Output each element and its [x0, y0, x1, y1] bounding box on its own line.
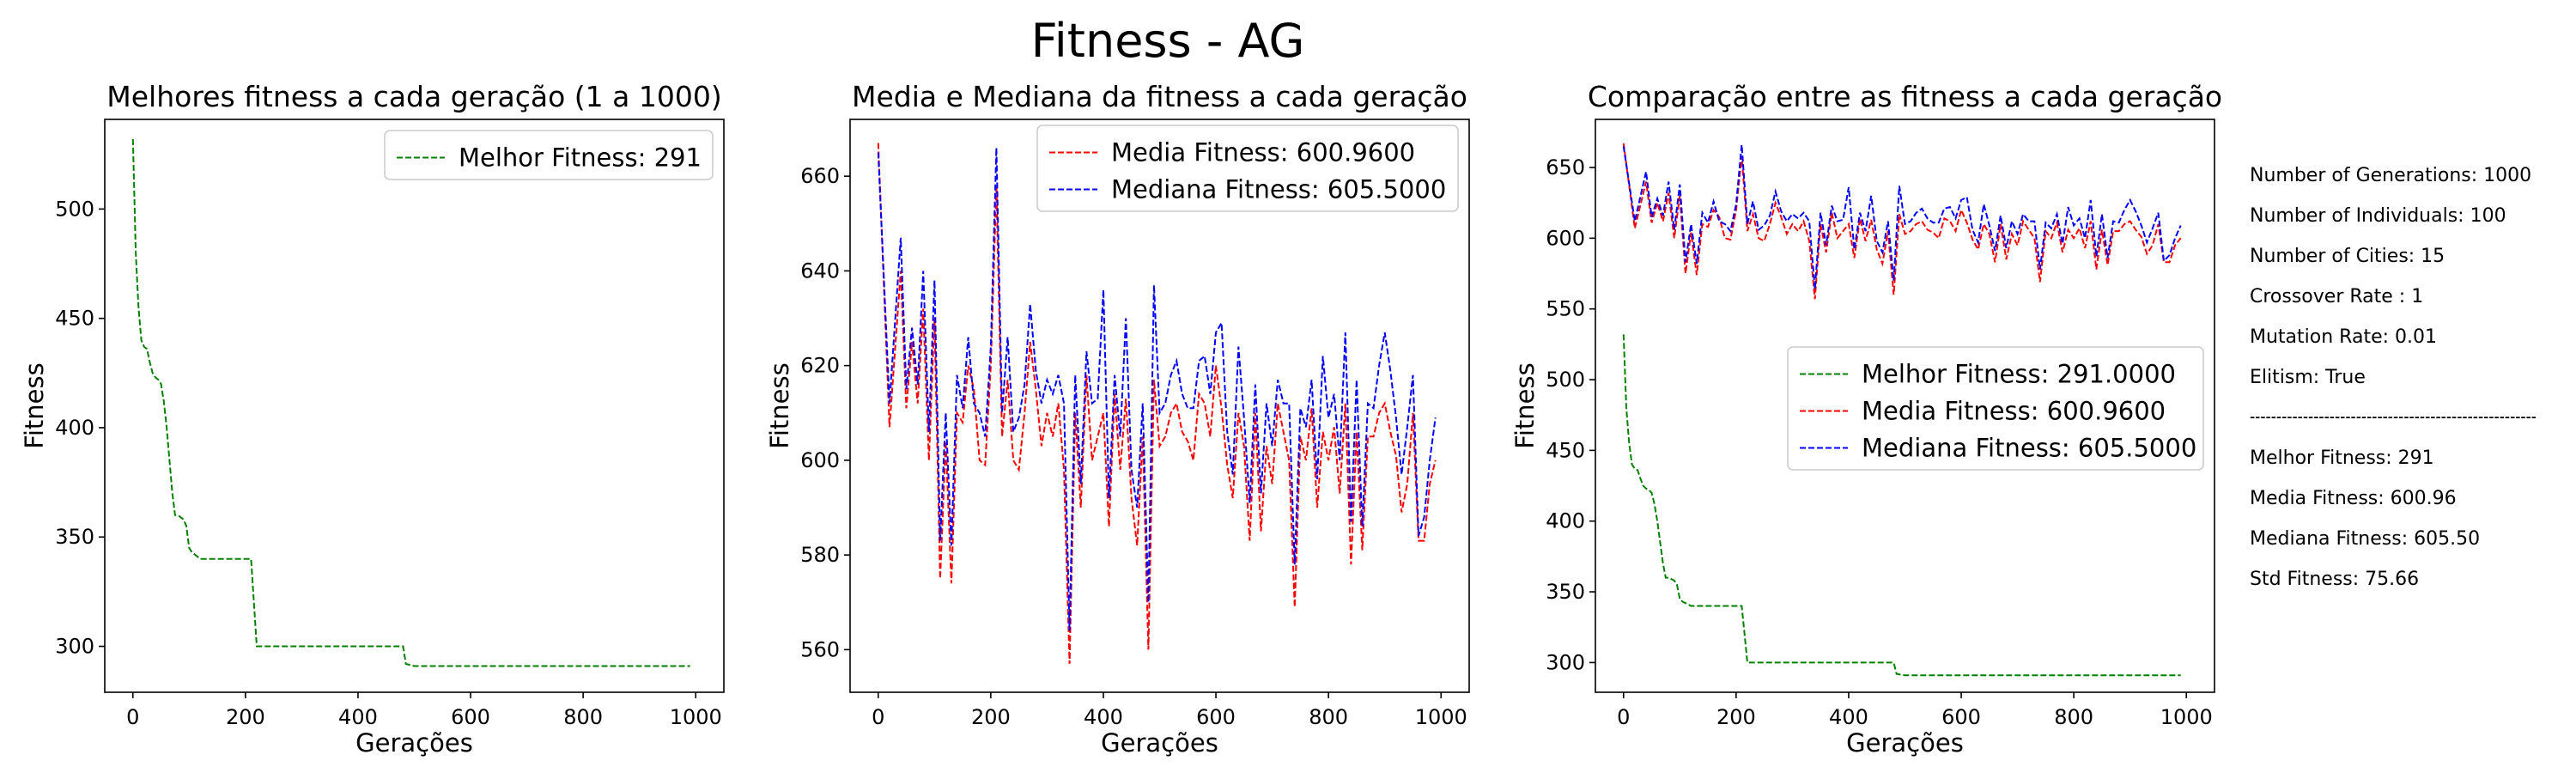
- y-tick-label: 600: [1546, 226, 1585, 250]
- x-tick-label: 800: [1309, 705, 1348, 729]
- x-tick-label: 1000: [670, 705, 722, 729]
- y-tick-label: 620: [800, 354, 840, 378]
- legend-entry: Melhor Fitness: 291.0000: [1862, 360, 2176, 389]
- y-tick-label: 300: [1546, 650, 1585, 674]
- x-tick-label: 200: [971, 705, 1011, 729]
- x-tick-label: 1000: [1415, 705, 1467, 729]
- y-axis-label: Fitness: [20, 362, 49, 448]
- y-tick-label: 300: [55, 635, 94, 659]
- subplot-1: Melhores fitness a cada geração (1 a 100…: [20, 80, 725, 758]
- x-axis-label: Gerações: [1101, 728, 1218, 758]
- y-tick-label: 400: [1546, 509, 1585, 533]
- subplot-title: Media e Mediana da fitness a cada geraçã…: [852, 80, 1467, 113]
- info-param: Mutation Rate: 0.01: [2250, 326, 2437, 348]
- y-tick-label: 560: [800, 637, 840, 661]
- subplot-2: Media e Mediana da fitness a cada geraçã…: [765, 80, 1470, 758]
- y-tick-label: 660: [800, 164, 840, 188]
- info-param: Number of Individuals: 100: [2250, 205, 2506, 227]
- y-tick-label: 640: [800, 259, 840, 283]
- legend-entry: Mediana Fitness: 605.5000: [1111, 175, 1446, 204]
- info-stat: Media Fitness: 600.96: [2250, 488, 2457, 509]
- subplot-title: Melhores fitness a cada geração (1 a 100…: [106, 80, 721, 113]
- y-tick-label: 400: [55, 416, 94, 440]
- x-tick-label: 800: [2054, 705, 2093, 729]
- info-param: Crossover Rate : 1: [2250, 286, 2423, 307]
- x-tick-label: 1000: [2160, 705, 2213, 729]
- y-tick-label: 450: [1546, 438, 1585, 462]
- x-tick-label: 400: [1084, 705, 1123, 729]
- info-stat: Melhor Fitness: 291: [2250, 447, 2434, 469]
- legend-box: [1036, 125, 1459, 212]
- axes-frame: [104, 119, 725, 693]
- x-axis-label: Gerações: [355, 728, 473, 758]
- parameters-panel: Number of Generations: 1000 Number of Ind…: [2250, 165, 2537, 590]
- axes-frame: [849, 119, 1470, 693]
- info-param: Elitism: True: [2250, 367, 2366, 388]
- y-tick-label: 350: [55, 525, 94, 549]
- legend-entry: Media Fitness: 600.9600: [1862, 397, 2166, 426]
- legend-entry: Media Fitness: 600.9600: [1111, 138, 1415, 167]
- legend: Melhor Fitness: 291.0000 Media Fitness: 6…: [1787, 346, 2204, 471]
- info-stat: Mediana Fitness: 605.50: [2250, 528, 2480, 550]
- series-line-best: [131, 138, 690, 667]
- x-tick-label: 600: [1941, 705, 1981, 729]
- subplot-title: Comparação entre as fitness a cada geraç…: [1588, 80, 2222, 113]
- x-tick-label: 600: [451, 705, 490, 729]
- axes-frame: [1595, 119, 2215, 693]
- x-tick-label: 0: [126, 705, 139, 729]
- x-tick-label: 0: [1617, 705, 1630, 729]
- series-line-best: [1622, 334, 2181, 677]
- x-tick-label: 600: [1196, 705, 1236, 729]
- x-tick-label: 200: [1716, 705, 1756, 729]
- legend-entry: Mediana Fitness: 605.5000: [1862, 434, 2196, 463]
- figure-suptitle: Fitness - AG: [1031, 14, 1305, 68]
- x-tick-label: 0: [872, 705, 884, 729]
- legend-box: [1787, 346, 2204, 471]
- x-tick-label: 800: [563, 705, 603, 729]
- y-tick-label: 350: [1546, 580, 1585, 604]
- x-tick-label: 200: [226, 705, 265, 729]
- y-tick-label: 450: [55, 307, 94, 331]
- x-tick-label: 400: [1829, 705, 1868, 729]
- y-tick-label: 500: [55, 197, 94, 221]
- y-axis-label: Fitness: [765, 362, 794, 448]
- y-tick-label: 580: [800, 543, 840, 567]
- legend: Melhor Fitness: 291: [384, 130, 714, 180]
- info-stat: Std Fitness: 75.66: [2250, 569, 2419, 590]
- info-param: Number of Generations: 1000: [2250, 165, 2531, 186]
- series-line-mean: [1622, 143, 2182, 300]
- info-separator: ----------------------------------------…: [2250, 406, 2537, 428]
- x-axis-label: Gerações: [1846, 728, 1964, 758]
- legend-box: [384, 130, 714, 180]
- info-param: Number of Cities: 15: [2250, 246, 2445, 267]
- y-tick-label: 550: [1546, 297, 1585, 321]
- x-tick-label: 400: [338, 705, 378, 729]
- subplot-3: Comparação entre as fitness a cada geraç…: [1510, 80, 2222, 758]
- legend: Media Fitness: 600.9600 Mediana Fitness: …: [1036, 125, 1459, 212]
- legend-entry: Melhor Fitness: 291: [459, 143, 702, 173]
- y-axis-label: Fitness: [1510, 362, 1540, 448]
- series-line-median: [877, 148, 1437, 631]
- series-line-mean: [877, 143, 1437, 664]
- series-line-median: [1622, 144, 2182, 289]
- y-tick-label: 650: [1546, 155, 1585, 180]
- y-tick-label: 500: [1546, 368, 1585, 392]
- y-tick-label: 600: [800, 448, 840, 472]
